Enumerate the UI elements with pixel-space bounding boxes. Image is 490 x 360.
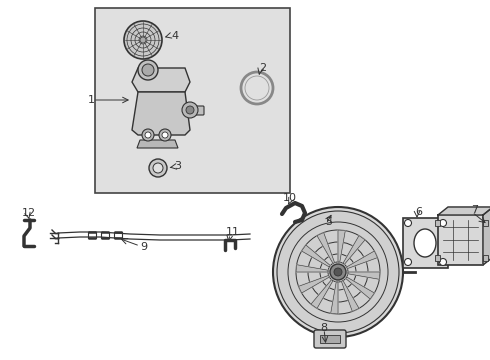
- Polygon shape: [438, 207, 490, 215]
- Polygon shape: [348, 272, 380, 279]
- Polygon shape: [137, 140, 178, 148]
- Circle shape: [273, 207, 403, 337]
- Text: 4: 4: [171, 31, 178, 41]
- Text: 1: 1: [88, 95, 95, 105]
- Circle shape: [138, 60, 158, 80]
- Circle shape: [153, 163, 163, 173]
- Bar: [403, 218, 448, 268]
- Circle shape: [334, 268, 342, 276]
- Polygon shape: [338, 230, 345, 262]
- Polygon shape: [311, 280, 333, 309]
- Text: 5: 5: [325, 217, 332, 227]
- Polygon shape: [331, 282, 338, 314]
- Circle shape: [149, 159, 167, 177]
- FancyBboxPatch shape: [314, 330, 346, 348]
- Polygon shape: [132, 68, 190, 92]
- Polygon shape: [483, 207, 490, 265]
- Bar: [483, 255, 488, 261]
- Circle shape: [159, 129, 171, 141]
- Circle shape: [330, 264, 346, 280]
- Text: 10: 10: [283, 193, 297, 203]
- Polygon shape: [343, 236, 365, 264]
- Text: 7: 7: [471, 205, 478, 215]
- Polygon shape: [342, 281, 359, 311]
- Circle shape: [440, 220, 446, 226]
- Circle shape: [440, 258, 446, 266]
- Circle shape: [405, 220, 412, 226]
- Circle shape: [142, 64, 154, 76]
- Circle shape: [162, 132, 168, 138]
- Circle shape: [124, 21, 162, 59]
- Text: 8: 8: [320, 323, 327, 333]
- Bar: [435, 255, 440, 261]
- Polygon shape: [346, 251, 377, 269]
- Polygon shape: [132, 92, 190, 135]
- Bar: [95, 8, 290, 193]
- Polygon shape: [302, 245, 330, 267]
- Circle shape: [145, 132, 151, 138]
- Circle shape: [142, 129, 154, 141]
- Polygon shape: [298, 275, 329, 293]
- Polygon shape: [296, 265, 328, 272]
- Bar: [483, 220, 488, 226]
- Text: 2: 2: [259, 63, 266, 73]
- Circle shape: [277, 211, 399, 333]
- Circle shape: [241, 72, 273, 104]
- Circle shape: [245, 76, 269, 100]
- Text: 3: 3: [174, 161, 181, 171]
- Bar: [435, 220, 440, 226]
- Circle shape: [405, 258, 412, 266]
- Circle shape: [186, 106, 194, 114]
- Circle shape: [140, 37, 146, 43]
- Polygon shape: [345, 277, 374, 299]
- Ellipse shape: [414, 229, 436, 257]
- Circle shape: [182, 102, 198, 118]
- Bar: [320, 335, 340, 343]
- Polygon shape: [317, 233, 335, 263]
- Text: 12: 12: [22, 208, 36, 218]
- Text: 11: 11: [226, 227, 240, 237]
- Bar: [438, 215, 483, 265]
- Text: 9: 9: [140, 242, 147, 252]
- FancyBboxPatch shape: [184, 106, 204, 115]
- Text: 6: 6: [415, 207, 422, 217]
